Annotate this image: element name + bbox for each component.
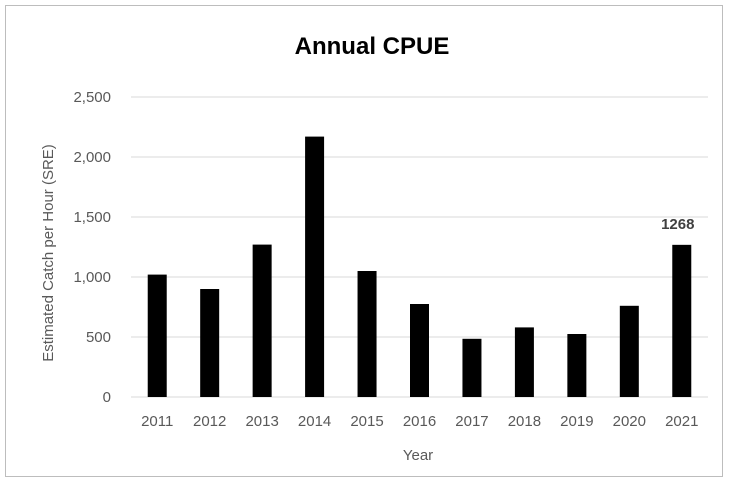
y-tick-label: 0 [103, 389, 111, 406]
bar-2017 [462, 338, 482, 397]
y-tick-label: 1,500 [73, 209, 111, 226]
bar-2013 [252, 244, 272, 397]
y-tick-label: 1,000 [73, 269, 111, 286]
x-tick-label: 2017 [455, 413, 488, 430]
y-tick-label: 2,500 [73, 89, 111, 106]
x-tick-label: 2011 [141, 413, 173, 430]
x-tick-label: 2014 [298, 413, 331, 430]
x-tick-label: 2013 [245, 413, 278, 430]
bar-2020 [619, 305, 639, 397]
bar-2018 [514, 327, 534, 397]
bar-2016 [410, 304, 429, 397]
bar-2014 [305, 136, 325, 397]
bar-2021 [672, 244, 692, 397]
x-tick-label: 2019 [560, 413, 593, 430]
y-axis-title: Estimated Catch per Hour (SRE) [40, 144, 57, 362]
data-label-2021: 1268 [661, 216, 694, 233]
bar-2012 [200, 289, 220, 397]
x-axis-tick-labels: 2011 2012 2013 2014 2015 2016 2017 2018 2019 2020… [141, 413, 698, 430]
bars [147, 136, 692, 397]
x-axis-title: Year [403, 447, 433, 464]
x-tick-label: 2021 [665, 413, 698, 430]
y-tick-label: 500 [86, 329, 111, 346]
y-axis-tick-labels: 0 500 1,000 1,500 2,000 2,500 [73, 89, 111, 406]
x-tick-label: 2012 [193, 413, 226, 430]
data-labels: 1268 [661, 216, 694, 233]
gridlines [131, 96, 708, 398]
x-tick-label: 2020 [613, 413, 646, 430]
bar-2011 [147, 274, 167, 397]
chart-title: Annual CPUE [295, 33, 450, 60]
x-tick-label: 2015 [350, 413, 383, 430]
bar-2015 [357, 271, 377, 397]
chart-frame [5, 5, 723, 477]
bar-2019 [567, 334, 587, 397]
x-tick-label: 2018 [508, 413, 541, 430]
x-tick-label: 2016 [403, 413, 436, 430]
y-tick-label: 2,000 [73, 149, 111, 166]
